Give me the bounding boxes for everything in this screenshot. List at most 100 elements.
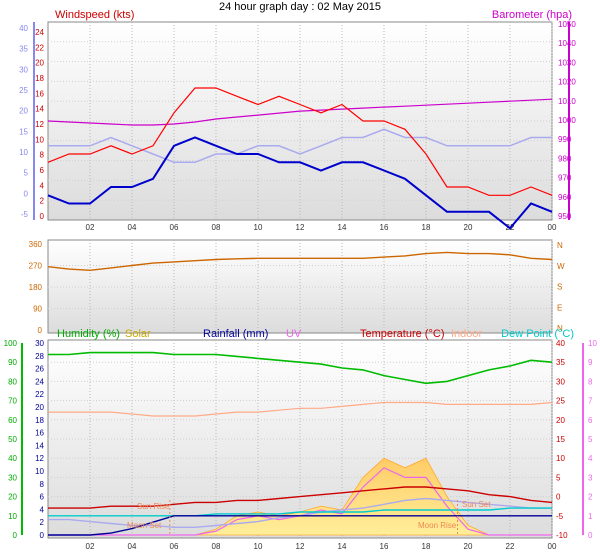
x-tick-label: 02 [86,542,95,551]
tick-kmh: 10 [19,148,28,157]
tick-rain: 26 [35,365,44,374]
tick-uv: 10 [588,339,597,348]
tick-hpa: 1020 [558,78,576,87]
tick-kts: 6 [40,166,45,175]
tick-rain: 2 [40,518,45,527]
tick-rain: 12 [35,454,44,463]
tick-uv: 6 [588,416,593,425]
tick-hpa: 1050 [558,20,576,29]
series-rainfall [48,515,552,536]
tick-kts: 16 [35,89,44,98]
x-tick-label: 06 [170,223,179,232]
direction-lines [47,251,553,272]
windspeed-label: Windspeed (kts) [55,9,134,21]
tick-rain: 16 [35,429,44,438]
tick-temp: 10 [556,454,565,463]
x-tick-label: 14 [338,223,347,232]
series-temperature [48,486,553,509]
legend-uv: UV [286,328,302,340]
tick-kts: 4 [40,181,45,190]
x-tick-label: 22 [506,542,515,551]
tick-rain: 28 [35,352,44,361]
tick-rain: 8 [40,480,45,489]
x-tick-label: 16 [380,542,389,551]
legend-humidity: Humidity (%) [57,328,120,340]
tick-uv: 8 [588,377,593,386]
series-indoor [48,401,553,417]
x-tick-label: 02 [86,223,95,232]
x-tick-label: 20 [464,223,473,232]
x-tick-label: 04 [128,542,137,551]
barometer-label: Barometer (hpa) [492,9,572,21]
series-gust [47,87,553,196]
tick-humidity: 70 [8,397,17,406]
tick-temp: 25 [556,397,565,406]
series-line [48,128,552,164]
tick-kts: 24 [35,28,44,37]
legend-dewpoint: Dew Point (°C) [501,328,574,340]
moon-rise-note: Moon Rise [418,521,457,530]
tick-humidity: 10 [8,512,17,521]
x-tick-label: 06 [170,542,179,551]
tick-hpa: 1000 [558,116,576,125]
tick-hpa: 990 [558,135,572,144]
tick-kmh: 30 [19,65,28,74]
tick-humidity: 90 [8,358,17,367]
x-tick-label: 12 [296,542,305,551]
tick-temp: 35 [556,358,565,367]
tick-hpa: 960 [558,193,572,202]
tick-deg: 360 [29,240,43,249]
tick-kmh: 5 [24,169,29,178]
tick-kts: 8 [40,151,45,160]
tick-temp: 40 [556,339,565,348]
x-tick-label: 18 [422,223,431,232]
tick-rain: 10 [35,467,44,476]
tick-hpa: 1030 [558,58,576,67]
tick-uv: 1 [588,512,593,521]
tick-rain: 14 [35,441,44,450]
tick-kts: 2 [40,197,45,206]
legend-indoor: Indoor [451,328,483,340]
moon-set-note: Moon Set [127,521,162,530]
tick-deg: 270 [29,262,43,271]
x-tick-label: 14 [338,542,347,551]
series-direction [47,251,553,272]
tick-kmh: 25 [19,86,28,95]
climate-annotations: Sun Rise Moon Set Moon Rise Sun Set [127,500,491,530]
x-tick-label: 16 [380,223,389,232]
series-dewpoint [48,507,552,517]
tick-rain: 30 [35,339,44,348]
chart-title: 24 hour graph day : 02 May 2015 [219,1,381,13]
x-tick-label: 20 [464,542,473,551]
x-tick-label: 10 [254,542,263,551]
tick-humidity: 50 [8,435,17,444]
tick-kmh: 15 [19,127,28,136]
tick-kmh: -5 [21,210,29,219]
tick-kts: 12 [35,120,44,129]
tick-compass: N [557,324,563,333]
tick-humidity: 60 [8,416,17,425]
x-tick-label: 10 [254,223,263,232]
legend-solar: Solar [125,328,151,340]
tick-uv: 7 [588,397,593,406]
tick-humidity: 0 [13,531,18,540]
tick-temp: -10 [556,531,568,540]
tick-hpa: 950 [558,212,572,221]
tick-uv: 3 [588,473,593,482]
sun-rise-note: Sun Rise [137,502,170,511]
legend-rainfall: Rainfall (mm) [203,328,268,340]
tick-kts: 14 [35,105,44,114]
tick-temp: 15 [556,435,565,444]
series-windspeed [47,136,553,230]
series-barometer [47,98,553,126]
tick-humidity: 30 [8,473,17,482]
tick-deg: 0 [38,326,43,335]
x-tick-label: 00 [548,223,557,232]
tick-humidity: 80 [8,377,17,386]
tick-rain: 6 [40,493,45,502]
x-tick-label: 12 [296,223,305,232]
x-tick-label: 04 [128,223,137,232]
tick-hpa: 1010 [558,97,576,106]
tick-kts: 20 [35,59,44,68]
